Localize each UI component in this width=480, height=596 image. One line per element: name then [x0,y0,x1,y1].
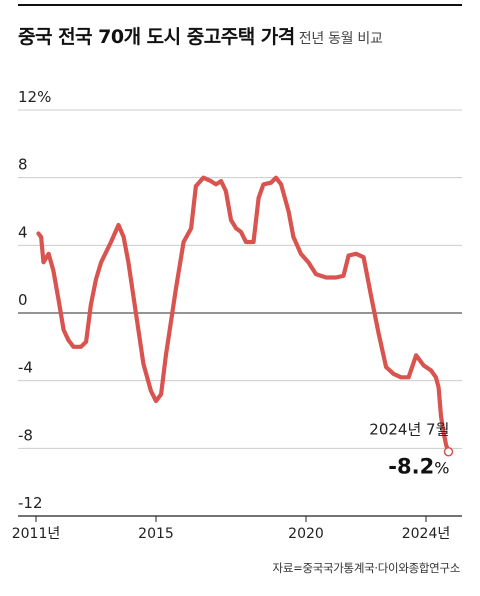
y-tick-label: -12 [18,494,43,512]
annotation-date: 2024년 7월 [369,421,449,439]
annotation-value-number: -8.2 [388,455,434,479]
y-tick-label: 8 [18,156,28,174]
header-rule [18,4,462,6]
x-tick-label: 2020 [288,526,324,542]
title-row: 중국 전국 70개 도시 중고주택 가격 전년 동월 비교 [18,22,383,49]
y-tick-label: -8 [18,426,33,444]
x-tick-label: 2015 [138,526,174,542]
x-tick-label: 2011년 [12,526,61,542]
y-tick-label: 0 [18,291,28,309]
chart-subtitle: 전년 동월 비교 [298,31,383,47]
end-point-marker [443,446,454,457]
y-tick-label: 12% [18,88,51,106]
annotation-value-unit: % [434,459,449,478]
x-tick-label: 2024년 [402,526,451,542]
chart-title: 중국 전국 70개 도시 중고주택 가격 [18,26,295,48]
annotation-value: -8.2% [388,455,449,479]
source-note: 자료=중국국가통계국·다이와종합연구소 [272,561,461,575]
series-line [36,175,451,454]
y-tick-label: 4 [18,223,28,241]
y-tick-label: -4 [18,359,33,377]
